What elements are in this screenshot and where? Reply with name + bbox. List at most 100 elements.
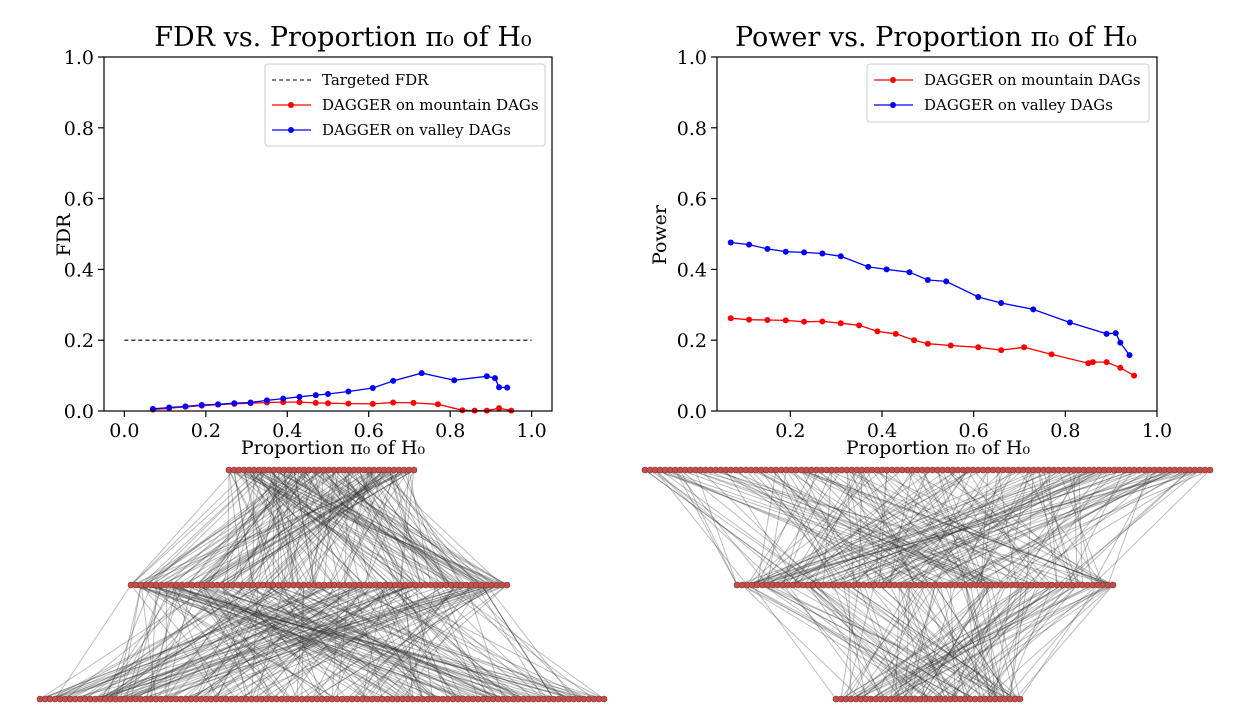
dag-edge — [206, 469, 370, 586]
dag-edge — [752, 469, 974, 586]
dag-edge — [196, 584, 559, 700]
dag-edge — [140, 469, 325, 586]
dag-edge — [125, 584, 426, 700]
dag-edge — [826, 469, 997, 586]
dag-edge — [161, 584, 574, 700]
dag-edge — [293, 584, 459, 700]
dag-edge — [293, 469, 405, 586]
fdr-y-tick-label: 0.4 — [64, 259, 94, 281]
power-point-valley — [782, 248, 789, 255]
dag-edge — [920, 584, 956, 700]
dag-edge — [262, 584, 368, 700]
dag-edge — [654, 469, 794, 586]
dag-edge — [405, 584, 534, 700]
dag-edge — [404, 584, 449, 700]
dag-edge — [455, 584, 565, 700]
dag-edge — [890, 584, 1114, 700]
dag-edge — [861, 469, 916, 586]
power-chart-title: Power vs. Proportion π₀ of H₀ — [735, 22, 1137, 53]
dag-edge — [39, 584, 391, 700]
fdr-point-valley — [345, 388, 352, 395]
dag-edge — [186, 584, 278, 700]
dag-edge — [888, 469, 928, 586]
dag-edge — [949, 584, 1033, 700]
dag-edge — [679, 469, 738, 586]
dag-edge — [196, 584, 444, 700]
dag-edge — [715, 469, 1012, 586]
dag-edge — [888, 584, 951, 700]
dag-edge — [206, 469, 280, 586]
dag-edge — [140, 469, 265, 586]
dag-edge — [705, 469, 997, 586]
fdr-point-valley — [369, 384, 376, 391]
power-point-mountain — [911, 337, 918, 344]
power-point-mountain — [1131, 372, 1138, 379]
power-series-line-valley — [730, 241, 1131, 356]
dag-edge — [343, 469, 371, 586]
dag-edge — [762, 584, 1021, 700]
dag-edge — [311, 584, 371, 700]
dag-edge — [343, 469, 385, 586]
dag-edge — [757, 469, 984, 586]
dag-edge — [389, 584, 499, 700]
dag-edge — [949, 584, 956, 700]
power-point-mountain — [764, 317, 771, 324]
dag-edge — [967, 469, 1038, 586]
dag-edge — [770, 469, 890, 586]
dag-edge — [283, 469, 300, 586]
dag-edge — [336, 584, 350, 700]
dag-edge — [720, 469, 926, 586]
dag-edge — [298, 469, 508, 586]
power-x-tick-label: 0.6 — [959, 420, 989, 442]
dag-edge — [374, 584, 459, 700]
dag-edge — [165, 584, 193, 700]
dag-edge — [247, 584, 323, 700]
power-point-valley — [746, 241, 753, 248]
dag-edge — [288, 469, 375, 586]
dag-edge — [281, 584, 335, 700]
dag-edge — [358, 469, 422, 586]
dag-edge — [916, 469, 967, 586]
dag-edge — [333, 469, 361, 586]
dag-edge — [125, 584, 492, 700]
dag-edge — [238, 469, 462, 586]
dag-node — [1109, 581, 1117, 589]
fdr-point-mountain — [496, 405, 503, 412]
dag-edge — [1048, 469, 1058, 586]
dag-node — [1206, 466, 1214, 474]
dag-edge — [201, 584, 252, 700]
dag-edge — [328, 469, 375, 586]
dag-node — [410, 466, 418, 474]
dag-edge — [185, 584, 305, 700]
dag-edge — [843, 584, 867, 700]
dag-edge — [262, 469, 385, 586]
dag-edge — [210, 584, 421, 700]
dag-edge — [905, 584, 911, 700]
dag-edge — [371, 584, 457, 700]
dag-edge — [273, 584, 454, 700]
dag-edge — [860, 584, 997, 700]
dag-edge — [690, 469, 1007, 586]
dag-edge — [64, 584, 335, 700]
power-y-tick-label: 0.2 — [677, 330, 707, 352]
dag-edge — [140, 469, 310, 586]
dag-edge — [955, 469, 1014, 586]
dag-edge — [826, 469, 1109, 586]
dag-edge — [217, 469, 395, 586]
dag-edge — [680, 469, 1002, 586]
dag-edge — [925, 584, 1053, 700]
dag-edge — [251, 584, 305, 700]
dag-edge — [115, 584, 487, 700]
dag-edge — [135, 584, 444, 700]
legend-label-valley: DAGGER on valley DAGs — [322, 121, 511, 139]
dag-edge — [905, 584, 1033, 700]
dag-edge — [271, 584, 427, 700]
dag-edge — [894, 469, 1170, 586]
dag-edge — [130, 469, 415, 586]
dag-edge — [909, 584, 951, 700]
dag-edge — [135, 469, 315, 586]
dag-edge — [777, 469, 1044, 586]
dag-edge — [766, 469, 787, 586]
fdr-legend-box — [264, 63, 546, 147]
power-point-valley — [1030, 306, 1037, 313]
